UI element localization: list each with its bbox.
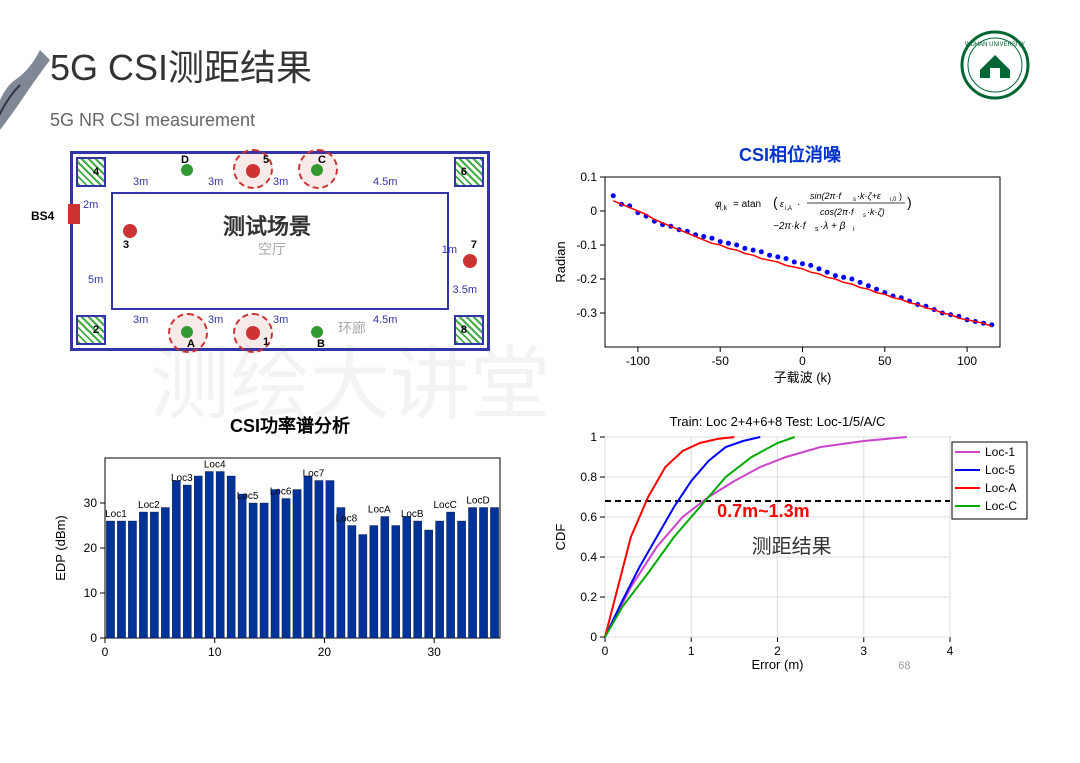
- svg-text:−2π·k·f: −2π·k·f: [773, 221, 807, 232]
- svg-text:cos(2π·f: cos(2π·f: [820, 207, 855, 217]
- slide-subtitle: 5G NR CSI measurement: [50, 110, 1030, 131]
- svg-text:0.4: 0.4: [580, 550, 597, 564]
- svg-text:·: ·: [797, 199, 800, 210]
- svg-text:): ): [907, 194, 912, 210]
- svg-text:LocA: LocA: [368, 505, 391, 516]
- svg-text:100: 100: [957, 354, 977, 368]
- svg-text:Loc2: Loc2: [138, 500, 160, 511]
- cdf-chart: Train: Loc 2+4+6+8 Test: Loc-1/5/A/C 0 1 2 3…: [550, 412, 1030, 672]
- svg-text:4: 4: [947, 644, 954, 658]
- svg-text:Radian: Radian: [553, 241, 568, 282]
- scatter-title: CSI相位消噪: [550, 141, 1030, 167]
- svg-text:0.8: 0.8: [580, 470, 597, 484]
- svg-text:·k·ζ+ε: ·k·ζ+ε: [857, 191, 882, 201]
- svg-text:测距结果: 测距结果: [752, 535, 832, 558]
- university-logo: WUHAN UNIVERSITY: [960, 30, 1030, 100]
- svg-text:Loc8: Loc8: [336, 514, 358, 525]
- bars-panel: CSI功率谱分析 0 10 20 30 0 10 20 30 Loc1 Loc2 Loc3 Loc4 L…: [50, 412, 530, 677]
- svg-text:0: 0: [590, 630, 597, 644]
- svg-text:i,0: i,0: [890, 197, 897, 203]
- bars-chart: 0 10 20 30 0 10 20 30 Loc1 Loc2 Loc3 Loc4 Loc5 Loc6 Lo…: [50, 438, 510, 668]
- svg-text:0.7m~1.3m: 0.7m~1.3m: [717, 501, 810, 521]
- svg-text:LocB: LocB: [401, 509, 424, 520]
- svg-text:(: (: [773, 194, 778, 210]
- svg-text:0.2: 0.2: [580, 590, 597, 604]
- svg-text:0: 0: [590, 204, 597, 218]
- scatter-chart: -100 -50 0 50 100 -0.3 -0.2 -0.1 0 0.1 子载波 (k) Radi…: [550, 167, 1010, 387]
- svg-text:-0.3: -0.3: [576, 306, 597, 320]
- svg-text:Loc6: Loc6: [270, 487, 292, 498]
- svg-text:= atan: = atan: [733, 199, 761, 210]
- svg-text:s: s: [863, 213, 866, 219]
- cdf-panel: Train: Loc 2+4+6+8 Test: Loc-1/5/A/C 0 1 2 3…: [550, 412, 1030, 677]
- floorplan-panel: BS4 测试场景 空厅 环廊 4 6 2 8 5 3 7 1 D C A B 3…: [70, 151, 530, 392]
- svg-text:0.6: 0.6: [580, 510, 597, 524]
- svg-text:0: 0: [90, 631, 97, 645]
- bs4-label: BS4: [31, 209, 54, 223]
- svg-text:0: 0: [602, 644, 609, 658]
- svg-text:LocD: LocD: [466, 496, 489, 507]
- svg-text:-100: -100: [626, 354, 650, 368]
- svg-text:1: 1: [590, 430, 597, 444]
- svg-text:50: 50: [878, 354, 892, 368]
- svg-text:Loc-C: Loc-C: [985, 499, 1017, 513]
- scatter-panel: CSI相位消噪 -100 -50 0 50 100 -0.3 -0.2 -0.1 0 0.1 子载波…: [550, 141, 1030, 392]
- svg-text:Loc3: Loc3: [171, 473, 193, 484]
- svg-text:CDF: CDF: [553, 524, 568, 551]
- svg-text:1: 1: [688, 644, 695, 658]
- svg-text:): ): [899, 191, 902, 201]
- svg-text:-0.1: -0.1: [576, 238, 597, 252]
- svg-text:子载波 (k): 子载波 (k): [774, 370, 832, 385]
- svg-text:10: 10: [84, 586, 98, 600]
- svg-text:0.1: 0.1: [580, 170, 597, 184]
- svg-text:WUHAN UNIVERSITY: WUHAN UNIVERSITY: [965, 42, 1025, 48]
- svg-text:Loc-5: Loc-5: [985, 463, 1015, 477]
- svg-text:Train: Loc 2+4+6+8 Test: Loc-: Train: Loc 2+4+6+8 Test: Loc-1/5/A/C: [670, 414, 886, 429]
- floorplan-title: 测试场景: [223, 209, 311, 241]
- svg-text:Loc1: Loc1: [105, 509, 127, 520]
- slide-title: 5G CSI测距结果: [50, 39, 312, 91]
- svg-text:30: 30: [84, 496, 98, 510]
- svg-text:LocC: LocC: [433, 500, 456, 511]
- svg-text:2: 2: [774, 644, 781, 658]
- svg-text:20: 20: [318, 645, 332, 659]
- svg-text:20: 20: [84, 541, 98, 555]
- bars-title: CSI功率谱分析: [50, 412, 530, 438]
- svg-text:i,A: i,A: [785, 206, 792, 212]
- svg-text:68: 68: [898, 660, 910, 672]
- svg-text:sin(2π·f: sin(2π·f: [810, 191, 843, 201]
- svg-text:Error (m): Error (m): [752, 657, 804, 672]
- svg-text:·λ + β: ·λ + β: [820, 221, 846, 232]
- svg-text:Loc-1: Loc-1: [985, 445, 1015, 459]
- svg-text:0: 0: [102, 645, 109, 659]
- svg-text:EDP (dBm): EDP (dBm): [53, 515, 68, 581]
- svg-text:Loc7: Loc7: [303, 469, 325, 480]
- svg-text:s: s: [815, 226, 819, 233]
- svg-text:0: 0: [799, 354, 806, 368]
- floorplan-sub2: 环廊: [338, 318, 366, 338]
- svg-text:s: s: [853, 197, 856, 203]
- svg-text:Loc4: Loc4: [204, 460, 226, 471]
- svg-text:-50: -50: [712, 354, 730, 368]
- svg-text:·k·ζ): ·k·ζ): [867, 207, 885, 217]
- svg-text:3: 3: [860, 644, 867, 658]
- svg-text:Loc5: Loc5: [237, 491, 259, 502]
- decoration-roof: [0, 30, 80, 150]
- floorplan-sub1: 空厅: [258, 239, 286, 259]
- svg-text:10: 10: [208, 645, 222, 659]
- svg-text:i,k: i,k: [720, 205, 728, 212]
- svg-text:Loc-A: Loc-A: [985, 481, 1016, 495]
- svg-text:30: 30: [427, 645, 441, 659]
- svg-text:-0.2: -0.2: [576, 272, 597, 286]
